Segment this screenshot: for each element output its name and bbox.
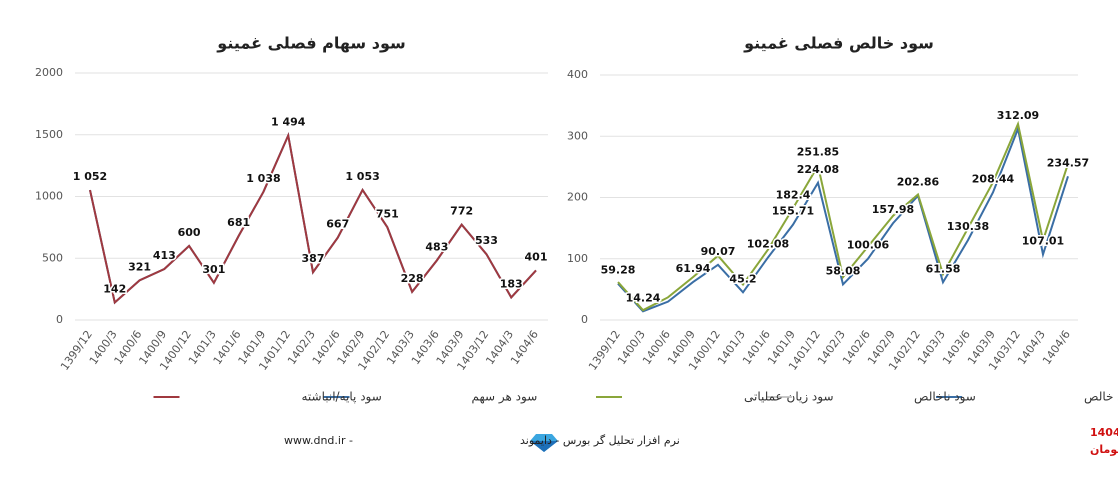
- x-tick-label: 1399/12: [58, 328, 95, 373]
- data-label: 100.06: [847, 239, 890, 252]
- data-label: 58.08: [826, 264, 861, 277]
- data-label: 1 494: [271, 115, 306, 128]
- y-tick-label: 0: [581, 313, 588, 326]
- data-label: 202.86: [897, 176, 940, 189]
- data-label: 130.38: [947, 220, 989, 233]
- data-label: 321: [128, 260, 151, 273]
- data-label: 401: [525, 250, 548, 263]
- data-label: 14.24: [626, 291, 661, 304]
- data-label: 183: [500, 277, 523, 290]
- data-label: 301: [202, 263, 225, 276]
- data-label: 90.07: [701, 245, 736, 258]
- data-label: 157.98: [872, 203, 914, 216]
- data-label: 751: [376, 207, 399, 220]
- data-label: 667: [326, 218, 349, 231]
- data-label: 1 053: [345, 170, 379, 183]
- note: * سال مالی 1404/12/29: [1090, 426, 1118, 439]
- y-tick-label: 2000: [35, 66, 63, 79]
- y-tick-label: 400: [567, 68, 588, 81]
- data-label: 600: [178, 226, 201, 239]
- data-label: 228: [401, 272, 424, 285]
- data-label: 208.44: [972, 172, 1015, 185]
- legend-label: سود هر سهم: [472, 390, 538, 405]
- chart-title: سود خالص فصلی غمینو: [743, 34, 934, 53]
- data-label: 413: [153, 249, 176, 262]
- data-label: 1 052: [73, 170, 107, 183]
- data-label: 182.4: [776, 188, 811, 201]
- y-tick-label: 300: [567, 129, 588, 142]
- data-label: 142: [103, 282, 126, 295]
- data-label: 533: [475, 234, 498, 247]
- note: * تمام قیمت میلیارد تومان: [1090, 443, 1118, 456]
- data-label: 45.2: [729, 272, 756, 285]
- y-tick-label: 100: [567, 252, 588, 265]
- footer-site: www.dnd.ir -: [284, 434, 353, 447]
- y-tick-label: 1000: [35, 190, 63, 203]
- data-label: 234.57: [1047, 156, 1089, 169]
- x-tick-label: 1399/12: [586, 328, 623, 373]
- series-line: [617, 120, 1069, 312]
- data-label: 312.09: [997, 109, 1039, 122]
- series-line: [617, 125, 1069, 313]
- diamond-icon: [530, 434, 558, 452]
- chart-title: سود سهام فصلی غمینو: [216, 34, 405, 53]
- data-label: 61.58: [926, 262, 961, 275]
- data-label: 772: [450, 205, 473, 218]
- legend-label: سود ناخالص: [914, 390, 976, 405]
- data-label: 251.85: [797, 146, 839, 159]
- data-label: 224.08: [797, 163, 839, 176]
- data-label: 1 038: [246, 172, 280, 185]
- data-label: 107.01: [1022, 234, 1064, 247]
- legend-label: سود خالص: [1084, 390, 1118, 405]
- y-tick-label: 200: [567, 191, 588, 204]
- footer-software: نرم افزار تحلیل گر بورس - دایموند: [520, 434, 680, 447]
- data-label: 102.08: [747, 237, 789, 250]
- y-tick-label: 1500: [35, 128, 63, 141]
- data-label: 61.94: [676, 262, 711, 275]
- legend-label: سود زیان عملیاتی: [744, 390, 834, 405]
- series-line: [89, 132, 537, 305]
- data-label: 387: [302, 252, 325, 265]
- y-tick-label: 500: [42, 251, 63, 264]
- series-line: [89, 132, 537, 305]
- data-label: 155.71: [772, 205, 814, 218]
- data-label: 59.28: [601, 264, 636, 277]
- y-tick-label: 0: [56, 313, 63, 326]
- data-label: 483: [425, 240, 448, 253]
- legend-label: سود پایه/انباشته: [302, 390, 382, 405]
- data-label: 681: [227, 216, 250, 229]
